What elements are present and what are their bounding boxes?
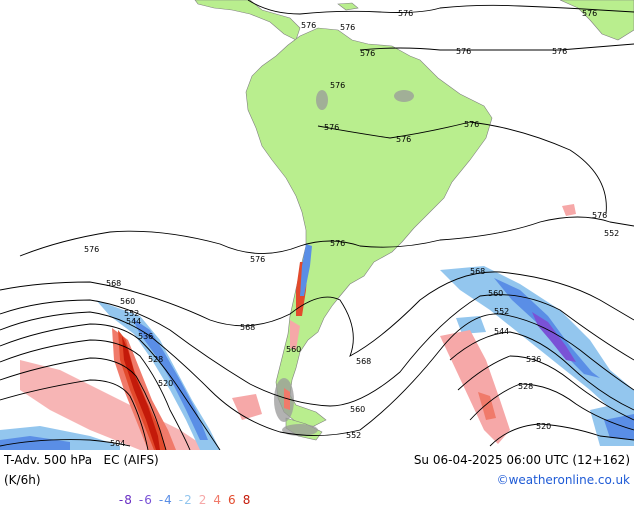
contour-528: [0, 357, 167, 450]
valid-time: Su 06-04-2025 06:00 UTC (12+162): [413, 453, 630, 467]
contour-528-atl: [469, 383, 634, 431]
contour-label: 576: [340, 23, 355, 32]
contour-576-amazon: [317, 121, 607, 215]
map-title: T-Adv. 500 hPa EC (AIFS): [4, 450, 159, 470]
contour-label: 560: [120, 297, 135, 306]
contour-560: [0, 294, 634, 407]
contour-576-south: [19, 216, 634, 257]
caribbean-island: [337, 2, 359, 11]
legend-item: -2: [178, 493, 193, 507]
units-label: (K/6h): [4, 473, 41, 487]
contour-label: 560: [286, 345, 301, 354]
contour-label: 528: [518, 382, 533, 391]
terrain: [274, 90, 414, 436]
contour-536-atl: [457, 355, 634, 421]
contour-label: 544: [126, 317, 141, 326]
contour-568: [0, 271, 634, 357]
contour-552: [0, 311, 634, 436]
contour-label: 576: [396, 135, 411, 144]
contour-label: 504: [110, 439, 125, 448]
fuego-islands: [282, 424, 318, 436]
contour-label: 568: [356, 357, 371, 366]
contour-label: 576: [330, 239, 345, 248]
contour-label: 576: [360, 49, 375, 58]
contour-label: 520: [536, 422, 551, 431]
contour-label: 552: [124, 309, 139, 318]
contour-label: 576: [582, 9, 597, 18]
contour-label: 576: [84, 245, 99, 254]
central-america: [194, 0, 301, 41]
model-name: EC (AIFS): [103, 453, 159, 467]
color-legend: -8 -6 -4 -2 2 4 6 8: [90, 470, 257, 530]
contour-label: 528: [148, 355, 163, 364]
caribbean-island-2: [559, 0, 634, 41]
advection-shading: [0, 204, 634, 450]
contour-label: 520: [158, 379, 173, 388]
contour-520-atl: [489, 423, 634, 447]
contour-label: 568: [470, 267, 485, 276]
contour-label: 576: [330, 81, 345, 90]
legend-item: 4: [213, 493, 223, 507]
contour-label: 576: [324, 123, 339, 132]
legend-item: 6: [228, 493, 237, 507]
warm-band-max: [122, 336, 160, 450]
contour-504: [0, 439, 131, 447]
andes-light-warm: [290, 320, 300, 350]
contour-520: [0, 379, 149, 450]
contour-544-atl: [449, 331, 634, 411]
contour-label: 552: [494, 307, 509, 316]
legend-item: -4: [158, 493, 173, 507]
atlantic-warm-speck: [562, 204, 576, 216]
contour-label: 568: [106, 279, 121, 288]
contour-544: [0, 323, 221, 450]
andes-cold-strip: [300, 244, 312, 296]
legend-item: -8: [118, 493, 133, 507]
contour-label: 568: [240, 323, 255, 332]
south-america: [245, 27, 493, 429]
contour-label: 560: [488, 289, 503, 298]
contour-label: 576: [301, 21, 316, 30]
contour-label: 536: [526, 355, 541, 364]
contour-label: 576: [592, 211, 607, 220]
footer-row-top: T-Adv. 500 hPa EC (AIFS) Su 06-04-2025 0…: [0, 450, 634, 470]
contour-576-north: [247, 0, 634, 15]
contour-label: 552: [604, 229, 619, 238]
parameter-title: T-Adv. 500 hPa: [4, 453, 93, 467]
map-footer: T-Adv. 500 hPa EC (AIFS) Su 06-04-2025 0…: [0, 450, 634, 507]
contour-label: 576: [456, 47, 471, 56]
contour-576-mid: [359, 43, 634, 51]
atlantic-cold-core: [532, 312, 576, 362]
cold-tail-core: [0, 436, 70, 450]
weather-map: 576 576 576 576 576 576 576 576 576 576 …: [0, 0, 634, 450]
contour-label: 576: [552, 47, 567, 56]
contour-label: 544: [494, 327, 509, 336]
cold-band-mid: [132, 318, 208, 440]
legend-item: 8: [242, 493, 252, 507]
legend-item: 2: [198, 493, 208, 507]
contour-label: 552: [346, 431, 361, 440]
andes-patch: [394, 90, 414, 102]
contour-label: 536: [138, 332, 153, 341]
contour-label: 576: [250, 255, 265, 264]
contour-labels: 576 576 576 576 576 576 576 576 576 576 …: [84, 9, 619, 448]
legend-item: -6: [138, 493, 153, 507]
andes-north: [316, 90, 328, 110]
atlantic-cold-left: [456, 316, 486, 334]
contour-label: 576: [464, 120, 479, 129]
contour-536: [0, 339, 191, 450]
atlantic-warm-core: [478, 392, 496, 420]
footer-row-bottom: (K/6h) -8 -6 -4 -2 2 4 6 8 ©weatheronline.co.uk: [0, 470, 634, 507]
contour-lines: [0, 0, 634, 450]
contour-label: 560: [350, 405, 365, 414]
atlantic-cold-light: [440, 266, 634, 420]
site-credit-link[interactable]: ©weatheronline.co.uk: [496, 473, 630, 487]
land: [194, 0, 634, 441]
atlantic-cold-south-core: [604, 414, 634, 440]
contour-label: 576: [398, 9, 413, 18]
